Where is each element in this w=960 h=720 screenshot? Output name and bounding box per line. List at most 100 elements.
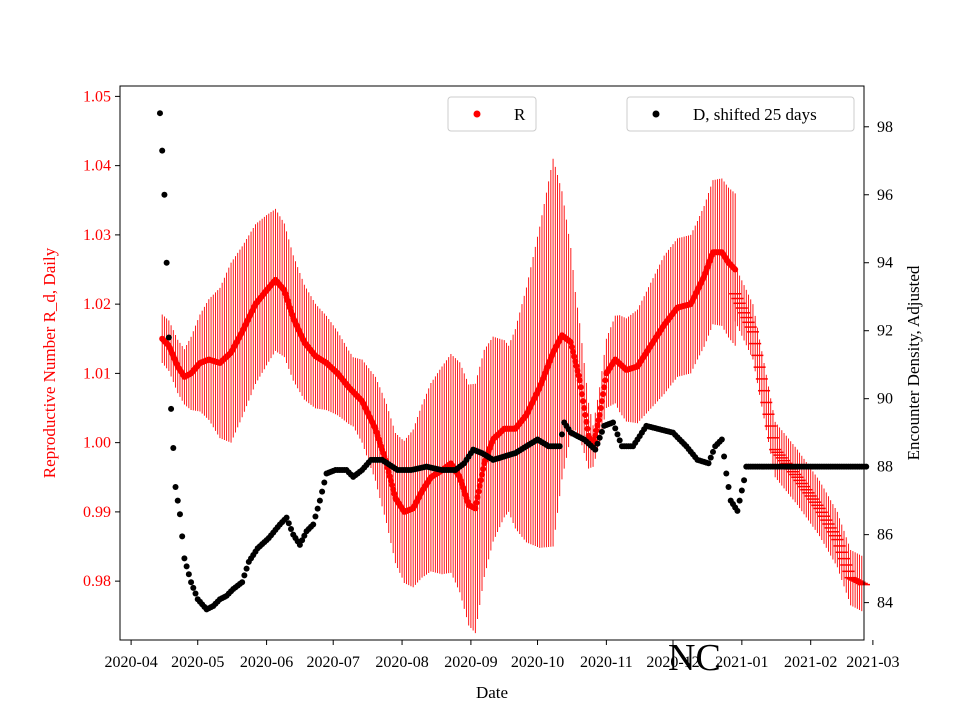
r-point	[597, 405, 604, 412]
y-right-tick-label: 84	[877, 595, 893, 612]
y-right-tick-label: 90	[877, 391, 893, 408]
r-point	[571, 353, 578, 360]
x-tick-label: 2020-07	[307, 654, 360, 671]
y-right-tick-label: 96	[877, 187, 893, 204]
r-point	[581, 405, 588, 412]
x-tick-label: 2020-06	[240, 654, 293, 671]
r-point	[472, 505, 479, 512]
d-point	[163, 259, 170, 266]
x-tick-label: 2020-12	[646, 654, 699, 671]
legend-d-label: D, shifted 25 days	[693, 105, 817, 124]
r-point	[594, 422, 601, 429]
d-point	[316, 497, 323, 504]
y-left-tick-label: 1.01	[83, 365, 111, 382]
r-point	[573, 363, 580, 370]
x-axis-label: Date	[476, 683, 508, 702]
r-point	[595, 417, 602, 424]
r-point	[473, 499, 480, 506]
d-point	[594, 440, 601, 447]
legend-r-label: R	[514, 105, 526, 124]
y-left-tick-label: 0.99	[83, 504, 111, 521]
d-point	[312, 513, 319, 520]
d-point	[301, 532, 308, 539]
state-annotation: NC	[668, 637, 721, 679]
d-point	[165, 334, 172, 341]
d-point	[170, 444, 177, 451]
y-left-tick-label: 1.05	[83, 88, 111, 105]
r-point	[480, 466, 487, 473]
d-point	[736, 497, 743, 504]
d-point	[296, 541, 303, 548]
x-tick-label: 2020-08	[375, 654, 428, 671]
d-point	[723, 470, 730, 477]
d-point	[285, 520, 292, 527]
r-point	[593, 427, 600, 434]
d-point	[558, 431, 565, 438]
r-point	[583, 418, 590, 425]
axis-layer: 2020-04 2020-05 2020-06 2020-07 2020-08 2020-…	[83, 88, 900, 671]
r-point	[574, 367, 581, 374]
d-point	[592, 446, 599, 453]
r-point	[567, 339, 574, 346]
r-point	[475, 488, 482, 495]
r-point	[580, 398, 587, 405]
r-point	[476, 482, 483, 489]
d-point	[190, 584, 197, 591]
r-point	[568, 343, 575, 350]
y-right-tick-label: 92	[877, 323, 893, 340]
x-tick-label: 2020-05	[171, 654, 224, 671]
d-point	[181, 555, 188, 562]
r-point	[578, 391, 585, 398]
d-point	[556, 443, 563, 450]
x-tick-label: 2021-02	[784, 654, 837, 671]
d-point	[283, 514, 290, 521]
plot-frame	[119, 85, 865, 641]
d-point	[741, 477, 748, 484]
r-point	[474, 494, 481, 501]
r-point	[575, 372, 582, 379]
d-point	[705, 460, 712, 467]
d-point	[156, 110, 163, 117]
d-point	[310, 521, 317, 528]
legend-r-box	[447, 96, 537, 132]
d-point	[616, 437, 623, 444]
d-point	[321, 479, 328, 486]
x-tick-label: 2021-03	[846, 654, 899, 671]
d-point	[738, 487, 745, 494]
d-point	[314, 505, 321, 512]
x-tick-label: 2020-11	[580, 654, 633, 671]
d-point	[725, 484, 732, 491]
d-point	[610, 419, 617, 426]
y-left-tick-label: 1.02	[83, 296, 111, 313]
y-left-tick-label: 1.03	[83, 227, 111, 244]
r-point	[600, 391, 607, 398]
d-point	[159, 147, 166, 154]
d-point	[734, 507, 741, 514]
d-point	[172, 484, 179, 491]
y-right-tick-label: 88	[877, 459, 893, 476]
d-point	[709, 448, 716, 455]
x-tick-label: 2021-01	[715, 654, 768, 671]
legend-d-box	[626, 96, 855, 132]
y-left-tick-label: 1.00	[83, 435, 111, 452]
d-point	[299, 537, 306, 544]
d-point	[288, 525, 295, 532]
d-point	[614, 431, 621, 438]
x-tick-label: 2020-10	[511, 654, 564, 671]
d-point	[161, 191, 168, 198]
legend-d-marker	[652, 110, 660, 118]
d-point	[596, 434, 603, 441]
d-point	[188, 579, 195, 586]
r-point	[598, 398, 605, 405]
legend-r: R	[447, 96, 537, 132]
d-point	[183, 563, 190, 570]
y-axis-left-label: Reproductive Number R_d, Daily	[40, 247, 59, 478]
d-points-layer	[156, 110, 870, 613]
d-point	[192, 590, 199, 597]
r-point	[572, 358, 579, 365]
r-point	[570, 348, 577, 355]
r-point	[582, 411, 589, 418]
r-point	[596, 411, 603, 418]
d-point	[718, 436, 725, 443]
